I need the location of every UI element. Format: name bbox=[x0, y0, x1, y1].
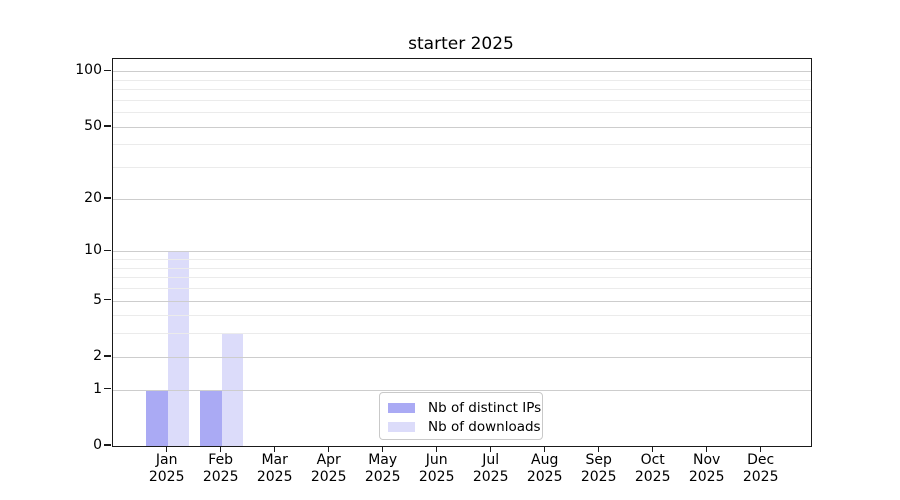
gridline-minor-7 bbox=[113, 277, 811, 279]
y-tick-label-100: 100 bbox=[75, 62, 102, 79]
legend-item-nb-of-distinct-ips: Nb of distinct IPs bbox=[380, 398, 542, 417]
gridline-minor-40 bbox=[113, 144, 811, 146]
chart-title: starter 2025 bbox=[408, 34, 514, 54]
y-tick-mark-100 bbox=[104, 69, 111, 72]
y-tick-mark-1 bbox=[104, 387, 111, 390]
x-tick-mark-jan bbox=[165, 446, 168, 452]
x-tick-month: Mar bbox=[261, 452, 288, 468]
y-tick-label-10: 10 bbox=[84, 242, 102, 259]
y-tick-label-5: 5 bbox=[93, 291, 102, 308]
gridline-minor-3 bbox=[113, 333, 811, 335]
x-tick-label-feb: Feb 2025 bbox=[191, 452, 251, 485]
gridline-minor-6 bbox=[113, 288, 811, 289]
gridline-minor-90 bbox=[113, 79, 811, 81]
y-tick-label-2: 2 bbox=[93, 347, 102, 364]
x-tick-mark-jun bbox=[435, 446, 438, 452]
x-tick-year: 2025 bbox=[364, 468, 401, 485]
gridline-major-50 bbox=[113, 126, 811, 128]
x-tick-mark-aug bbox=[543, 446, 546, 452]
x-tick-year: 2025 bbox=[472, 468, 509, 485]
x-tick-mark-mar bbox=[273, 446, 276, 452]
x-tick-label-oct: Oct 2025 bbox=[623, 452, 683, 485]
gridline-minor-30 bbox=[113, 167, 811, 169]
x-tick-mark-may bbox=[381, 446, 384, 452]
x-tick-label-sep: Sep 2025 bbox=[569, 452, 629, 485]
legend-label-nb-of-distinct-ips: Nb of distinct IPs bbox=[428, 399, 542, 416]
x-tick-month: Dec bbox=[747, 452, 775, 468]
x-tick-label-jul: Jul 2025 bbox=[461, 452, 521, 485]
x-tick-mark-feb bbox=[219, 446, 222, 452]
x-tick-label-jun: Jun 2025 bbox=[407, 452, 467, 485]
gridline-major-1 bbox=[113, 389, 811, 391]
bar-nb-of-downloads-jan bbox=[167, 251, 190, 446]
y-tick-label-0: 0 bbox=[93, 437, 102, 453]
y-tick-mark-50 bbox=[104, 125, 111, 127]
y-tick-mark-20 bbox=[104, 197, 111, 199]
y-tick-mark-0 bbox=[104, 444, 111, 446]
x-tick-year: 2025 bbox=[634, 468, 671, 485]
x-tick-month: Feb bbox=[208, 452, 234, 468]
gridline-major-5 bbox=[113, 300, 811, 302]
x-tick-month: Jan bbox=[155, 452, 178, 468]
x-tick-month: Oct bbox=[640, 452, 665, 468]
gridline-major-100 bbox=[113, 71, 811, 73]
x-tick-label-dec: Dec 2025 bbox=[731, 452, 791, 485]
bar-nb-of-downloads-feb bbox=[221, 333, 244, 446]
legend: Nb of distinct IPs Nb of downloads bbox=[379, 392, 543, 440]
gridline-minor-4 bbox=[113, 315, 811, 317]
x-tick-year: 2025 bbox=[742, 468, 779, 485]
y-tick-mark-10 bbox=[104, 249, 111, 252]
y-tick-mark-5 bbox=[104, 298, 111, 301]
x-tick-month: Jul bbox=[482, 452, 500, 468]
x-tick-month: Sep bbox=[585, 452, 612, 468]
x-tick-month: Apr bbox=[316, 452, 341, 468]
x-tick-mark-dec bbox=[759, 446, 762, 452]
gridline-minor-70 bbox=[113, 99, 811, 101]
gridline-minor-8 bbox=[113, 267, 811, 269]
x-tick-month: May bbox=[368, 452, 398, 468]
y-tick-mark-2 bbox=[104, 355, 111, 357]
gridline-minor-60 bbox=[113, 112, 811, 114]
gridline-minor-9 bbox=[113, 259, 811, 261]
x-tick-mark-jul bbox=[489, 446, 492, 452]
x-tick-year: 2025 bbox=[418, 468, 455, 485]
bar-nb-of-distinct-ips-jan bbox=[146, 389, 168, 446]
gridline-major-10 bbox=[113, 251, 811, 253]
x-tick-label-jan: Jan 2025 bbox=[137, 452, 197, 485]
gridline-major-2 bbox=[113, 356, 811, 358]
x-tick-year: 2025 bbox=[688, 468, 725, 485]
legend-swatch-nb-of-downloads bbox=[388, 421, 415, 432]
x-tick-year: 2025 bbox=[580, 468, 617, 485]
x-tick-month: Nov bbox=[693, 452, 721, 468]
gridline-minor-80 bbox=[113, 89, 811, 91]
x-tick-year: 2025 bbox=[202, 468, 239, 485]
x-tick-label-may: May 2025 bbox=[353, 452, 413, 485]
legend-label-nb-of-downloads: Nb of downloads bbox=[428, 418, 541, 435]
y-tick-label-20: 20 bbox=[84, 189, 102, 206]
x-tick-year: 2025 bbox=[256, 468, 293, 485]
legend-item-nb-of-downloads: Nb of downloads bbox=[380, 417, 542, 436]
x-tick-mark-oct bbox=[651, 446, 654, 452]
x-tick-year: 2025 bbox=[148, 468, 185, 485]
x-tick-mark-nov bbox=[705, 446, 708, 452]
plot-area: Nb of distinct IPs Nb of downloads bbox=[112, 58, 812, 447]
x-tick-label-aug: Aug 2025 bbox=[515, 452, 575, 485]
x-tick-year: 2025 bbox=[526, 468, 563, 485]
x-tick-label-apr: Apr 2025 bbox=[299, 452, 359, 485]
x-tick-mark-apr bbox=[327, 446, 330, 452]
x-tick-mark-sep bbox=[597, 446, 600, 452]
bar-nb-of-distinct-ips-feb bbox=[200, 389, 222, 446]
y-tick-label-1: 1 bbox=[93, 380, 102, 397]
y-tick-label-50: 50 bbox=[84, 117, 102, 134]
x-tick-month: Jun bbox=[425, 452, 448, 468]
gridline-major-20 bbox=[113, 198, 811, 200]
x-tick-month: Aug bbox=[531, 452, 559, 468]
x-tick-label-nov: Nov 2025 bbox=[677, 452, 737, 485]
x-tick-label-mar: Mar 2025 bbox=[245, 452, 305, 485]
legend-swatch-nb-of-distinct-ips bbox=[388, 402, 415, 413]
x-tick-year: 2025 bbox=[310, 468, 347, 485]
